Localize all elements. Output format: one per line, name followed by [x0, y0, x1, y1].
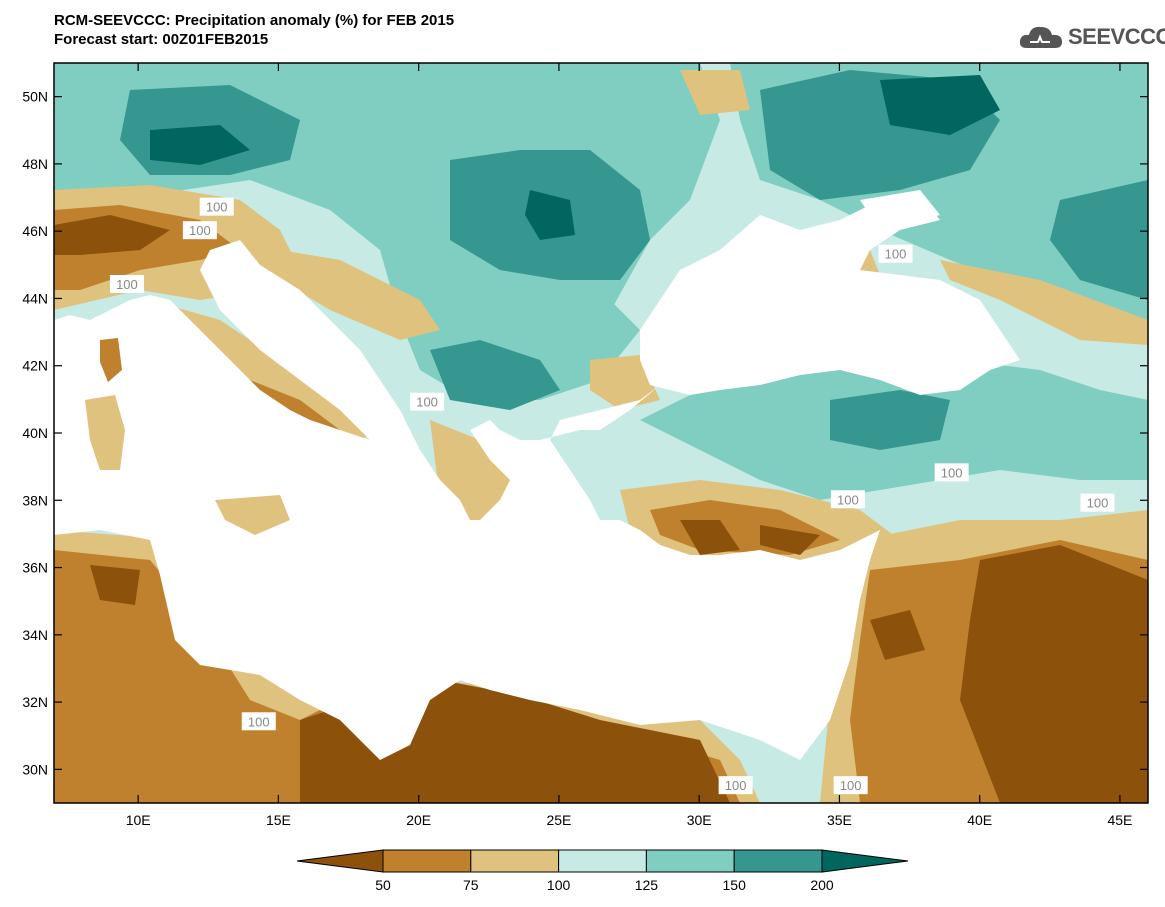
colorbar-bin — [470, 849, 560, 873]
colorbar-bin — [733, 849, 823, 873]
x-axis: 10E 15E 20E 25E 30E 35E 40E 45E — [126, 63, 1132, 828]
x-tick-label: 40E — [967, 812, 992, 828]
field-north-max — [150, 125, 250, 165]
contour-label-bg — [934, 463, 969, 482]
x-tick-label: 45E — [1107, 812, 1132, 828]
y-tick-label: 40N — [22, 425, 48, 441]
azov-sea — [860, 190, 940, 230]
y-tick-label: 34N — [22, 627, 48, 643]
colorbar-low-arrow — [296, 849, 384, 873]
x-tick-label: 30E — [687, 812, 712, 828]
field-levant-min — [960, 545, 1148, 803]
field-turkey-min-2 — [760, 525, 820, 555]
contour-label-bg — [830, 490, 865, 509]
field-balkan-200 — [430, 340, 560, 410]
field-caucasus-200 — [1050, 180, 1148, 300]
x-tick-label: 35E — [827, 812, 852, 828]
field-turkey-min — [680, 520, 740, 555]
cloud-icon — [1019, 26, 1062, 48]
field-caucasus-dry — [940, 260, 1148, 345]
sardinia — [85, 395, 125, 470]
y-tick-label: 36N — [22, 560, 48, 576]
title-line-1: RCM-SEEVCCC: Precipitation anomaly (%) f… — [54, 12, 455, 29]
colorbar-label: 150 — [723, 877, 747, 893]
field-tunisia-min — [90, 565, 140, 605]
contour-label: 100 — [837, 492, 859, 507]
y-tick-label: 48N — [22, 156, 48, 172]
field-carpathian-max — [525, 190, 575, 240]
y-tick-label: 30N — [22, 761, 48, 777]
contour-label-bg — [410, 392, 445, 411]
contour-label-bg — [182, 221, 217, 240]
contour-label: 100 — [941, 465, 963, 480]
mediterranean-sea — [54, 240, 880, 760]
field-anatolia-200 — [830, 390, 950, 450]
field-bulgaria-dry — [590, 355, 660, 410]
x-tick-label: 10E — [126, 812, 151, 828]
contour-label: 100 — [248, 714, 270, 729]
black-sea — [640, 195, 1020, 395]
contour-label: 100 — [885, 247, 907, 262]
x-tick-label: 25E — [546, 812, 571, 828]
colorbar-high-arrow — [821, 849, 909, 873]
contour-label-bg — [878, 244, 913, 263]
y-tick-label: 38N — [22, 492, 48, 508]
contour-label-bg — [199, 197, 234, 216]
contour-labels: 100 100 100 100 100 100 100 100 100 100 100 — [109, 197, 1115, 795]
y-tick-label: 46N — [22, 223, 48, 239]
y-axis: 50N 48N 46N 44N 42N 40N 38N 36N 34N 32N 30N — [22, 89, 1148, 777]
field-alps-min — [54, 215, 170, 255]
contour-label-bg — [241, 712, 276, 731]
y-tick-label: 44N — [22, 290, 48, 306]
y-tick-label: 32N — [22, 694, 48, 710]
contour-label: 100 — [206, 200, 228, 215]
map-title: RCM-SEEVCCC: Precipitation anomaly (%) f… — [54, 11, 454, 49]
field-adriatic-dry — [280, 250, 440, 340]
contour-label: 100 — [116, 277, 138, 292]
field-syria-min — [870, 610, 925, 660]
contour-label-bg — [718, 776, 753, 795]
contour-label-bg — [109, 275, 144, 293]
x-tick-label: 15E — [266, 812, 291, 828]
colorbar-bin — [382, 849, 472, 873]
field-ukraine-max — [880, 75, 1000, 135]
sicily — [215, 495, 290, 535]
colorbar-label: 50 — [375, 877, 391, 893]
colorbar-label: 100 — [547, 877, 571, 893]
anomaly-field — [54, 63, 1148, 803]
contour-label: 100 — [189, 223, 211, 238]
x-tick-label: 20E — [406, 812, 431, 828]
colorbar-label: 200 — [810, 877, 834, 893]
contour-label: 100 — [840, 778, 862, 793]
colorbar-label: 125 — [635, 877, 659, 893]
contour-label-bg — [833, 776, 868, 795]
colorbar-bin — [558, 849, 647, 873]
y-tick-label: 42N — [22, 358, 48, 374]
contour-label: 100 — [725, 778, 747, 793]
contour-label: 100 — [416, 395, 438, 410]
colorbar: 50 75 100 125 150 200 — [296, 849, 909, 893]
y-tick-label: 50N — [22, 89, 48, 105]
title-line-2: Forecast start: 00Z01FEB2015 — [54, 31, 269, 48]
colorbar-label: 75 — [463, 877, 479, 893]
contour-label-bg — [1080, 493, 1115, 512]
contour-label: 100 — [1087, 496, 1109, 511]
colorbar-bin — [645, 849, 735, 873]
logo-text: SEEVCCC — [1068, 24, 1165, 49]
field-romania-dry — [680, 70, 750, 115]
corsica — [100, 338, 122, 382]
seevccc-logo: SEEVCCC — [1018, 22, 1165, 52]
